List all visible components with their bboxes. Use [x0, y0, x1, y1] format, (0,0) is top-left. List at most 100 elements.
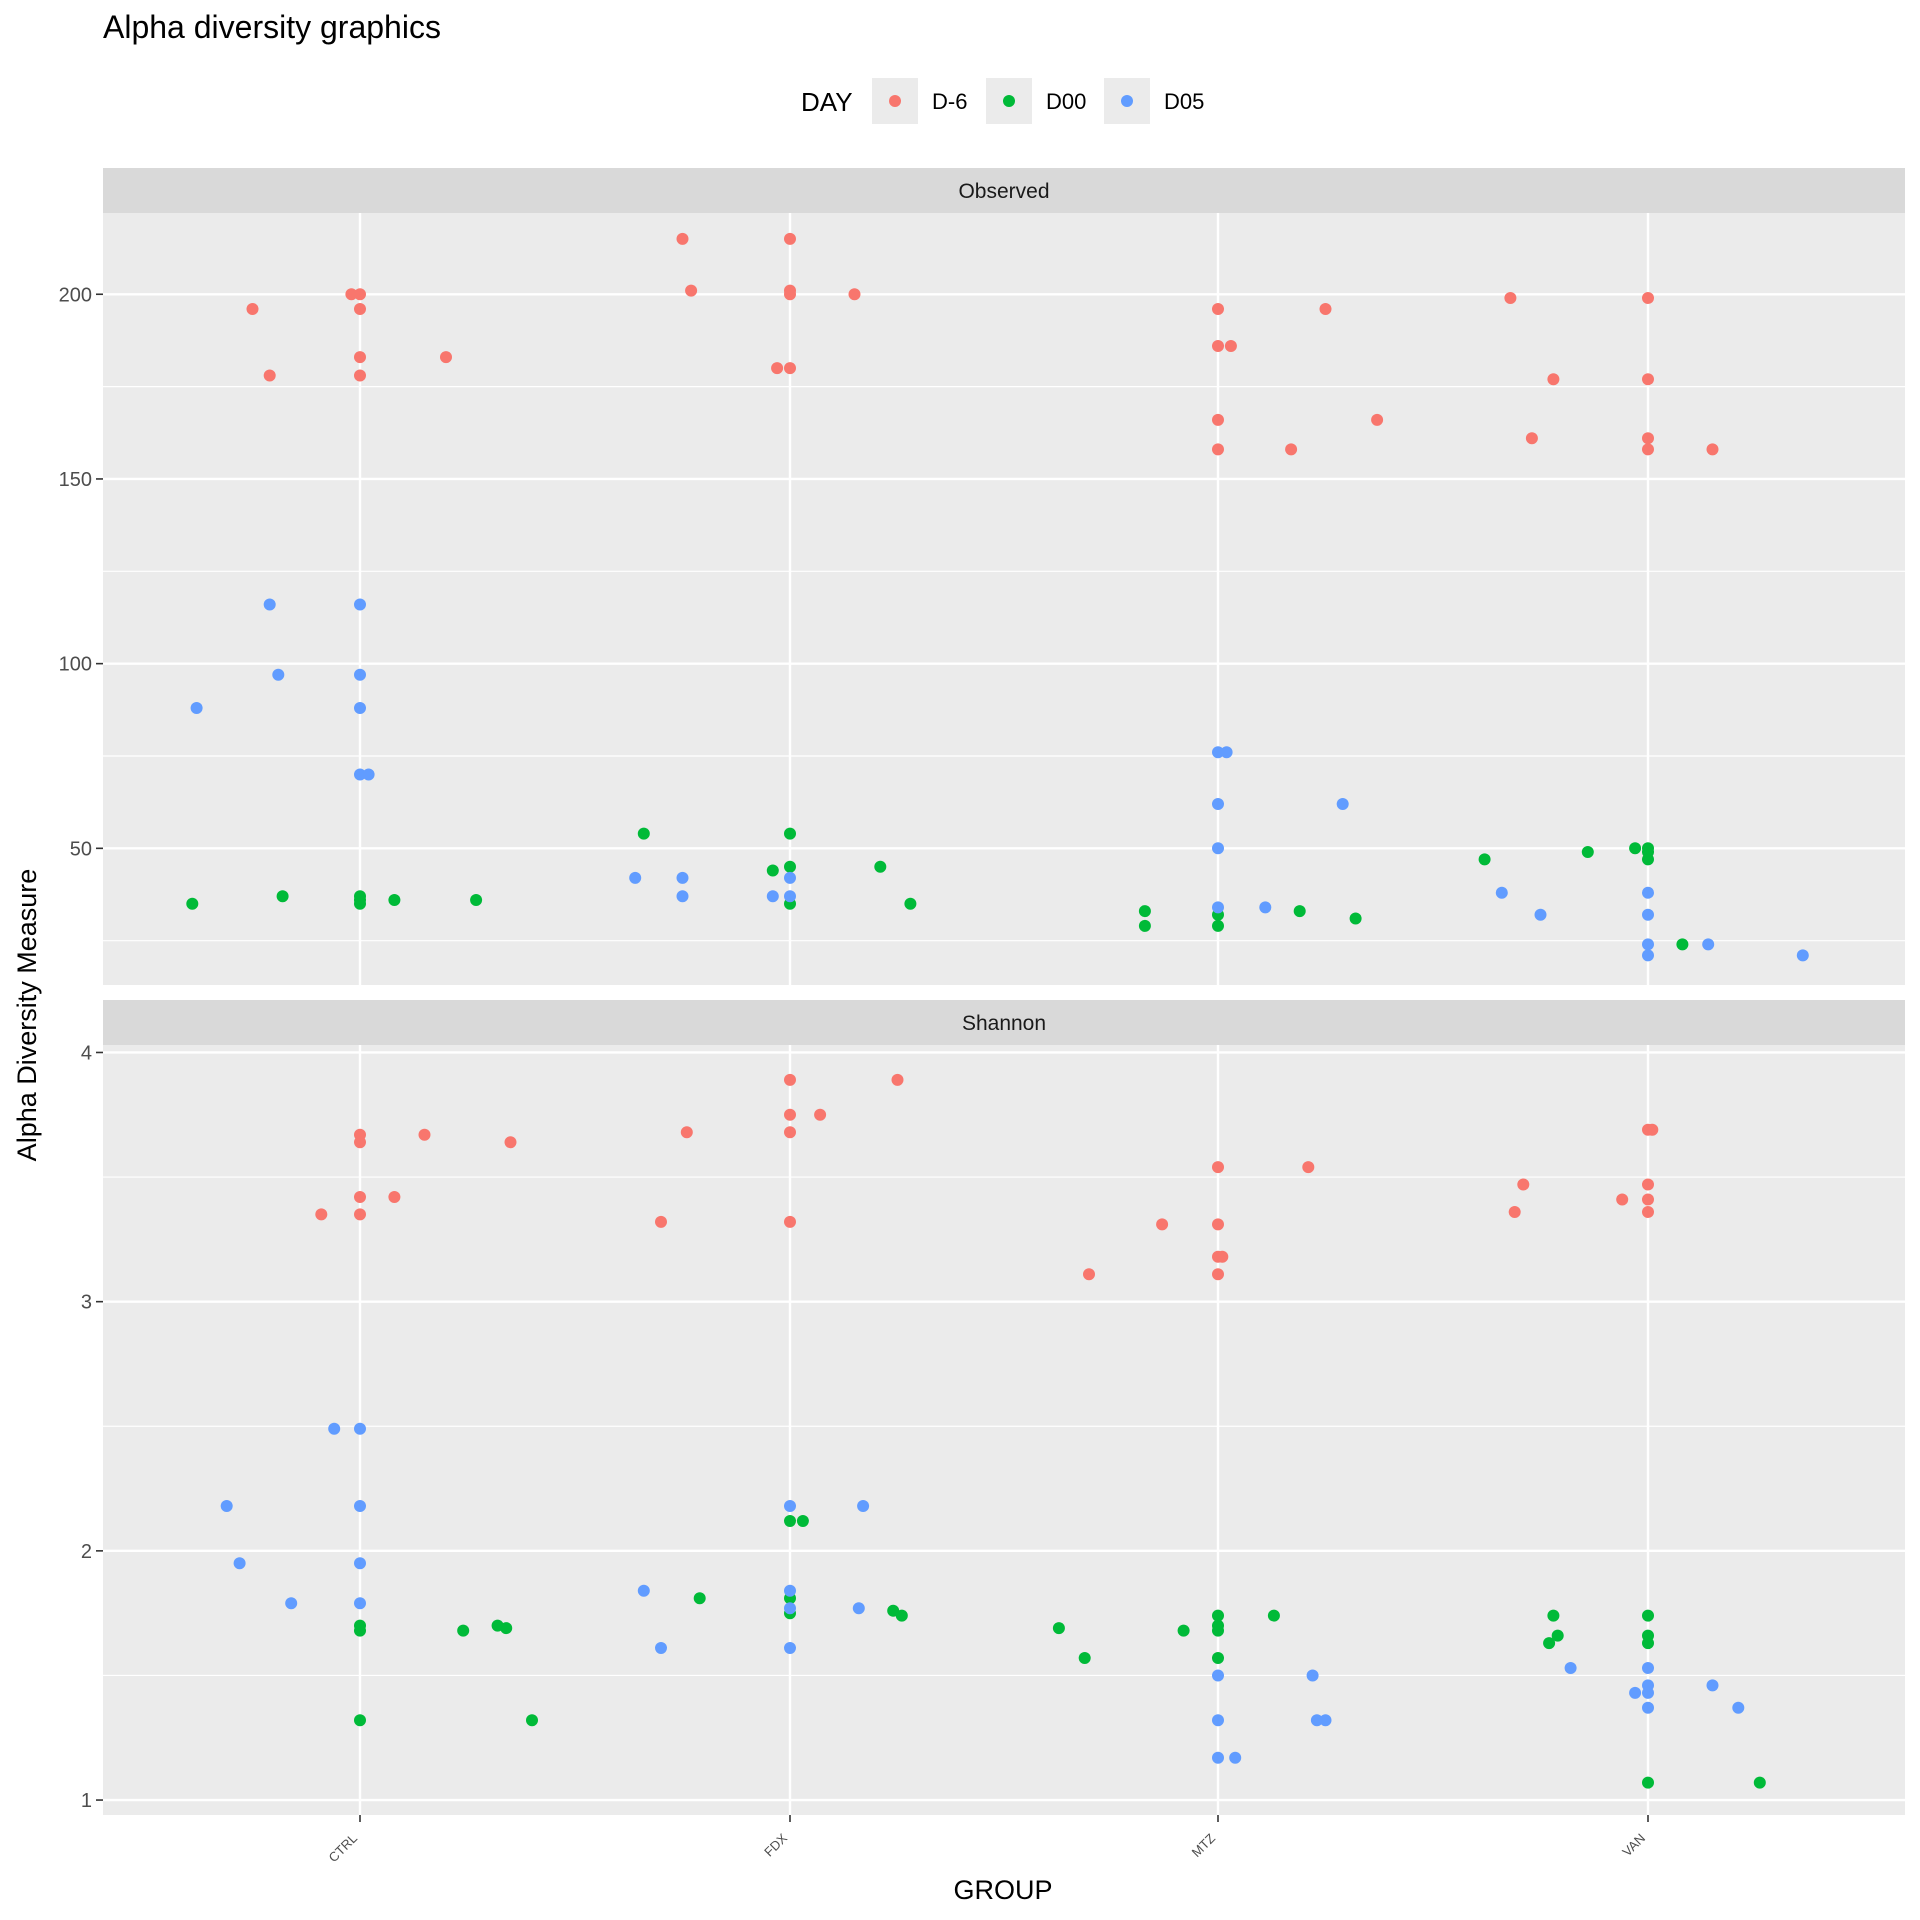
data-point: [1504, 292, 1517, 304]
data-point: [1319, 1714, 1332, 1727]
data-point: [1212, 1609, 1224, 1622]
data-point: [1642, 1701, 1654, 1714]
data-point: [676, 232, 689, 245]
data-point: [1646, 1123, 1659, 1136]
chart-title: Alpha diversity graphics: [103, 9, 441, 45]
data-point: [1642, 292, 1654, 304]
data-point: [1302, 1161, 1315, 1174]
data-point: [637, 1584, 650, 1597]
data-point: [1706, 443, 1719, 456]
data-point: [895, 1609, 908, 1622]
data-point: [1212, 901, 1224, 914]
data-point: [766, 864, 779, 877]
data-point: [874, 860, 887, 873]
data-point: [1212, 746, 1224, 759]
data-point: [1517, 1178, 1530, 1191]
y-tick-label: 150: [59, 469, 92, 491]
legend-label-d-6: D-6: [932, 89, 967, 114]
data-point: [1212, 1714, 1224, 1727]
data-point: [1371, 413, 1384, 426]
data-point: [1052, 1622, 1065, 1635]
data-point: [354, 598, 366, 611]
panel-background-shannon: [103, 1045, 1905, 1815]
data-point: [784, 860, 796, 873]
data-point: [857, 1500, 870, 1512]
data-point: [1525, 432, 1538, 445]
data-point: [1212, 798, 1224, 810]
data-point: [354, 1714, 366, 1727]
data-point: [1293, 905, 1306, 918]
data-point: [500, 1622, 513, 1635]
data-point: [1642, 908, 1654, 921]
data-point: [1349, 912, 1362, 925]
data-point: [784, 1215, 796, 1228]
data-point: [1078, 1652, 1091, 1664]
data-point: [1642, 938, 1654, 951]
legend-dot-d00: [1003, 95, 1015, 107]
series-d00-observed: [186, 827, 1689, 951]
y-tick-label: 1: [81, 1790, 92, 1812]
data-point: [904, 897, 917, 910]
data-point: [354, 1208, 366, 1221]
data-point: [693, 1592, 706, 1605]
strip-label-shannon: Shannon: [962, 1012, 1046, 1035]
data-point: [1642, 853, 1654, 866]
data-point: [1495, 886, 1508, 899]
data-point: [784, 288, 796, 301]
data-point: [1212, 413, 1224, 426]
data-point: [1547, 1609, 1560, 1622]
data-point: [1543, 1637, 1556, 1650]
data-point: [1642, 1609, 1654, 1622]
data-point: [676, 871, 689, 884]
series-d-6-shannon: [315, 1073, 1659, 1281]
data-point: [1212, 443, 1224, 456]
data-point: [784, 1073, 796, 1086]
data-point: [784, 871, 796, 884]
data-point: [784, 1642, 796, 1654]
data-point: [1478, 853, 1491, 866]
panel-background-observed: [103, 213, 1905, 985]
data-point: [1220, 746, 1233, 759]
series-d05-observed: [190, 598, 1809, 962]
data-point: [784, 1584, 796, 1597]
data-point: [272, 668, 285, 681]
data-point: [1212, 1669, 1224, 1682]
data-point: [1642, 886, 1654, 899]
data-point: [1642, 1178, 1654, 1191]
data-point: [1212, 1652, 1224, 1664]
data-point: [526, 1714, 538, 1727]
data-point: [263, 598, 276, 611]
data-point: [1642, 1193, 1654, 1206]
x-axis: CTRL FDX MTZ VAN: [326, 1815, 1649, 1865]
data-point: [1310, 1714, 1323, 1727]
data-point: [1083, 1268, 1095, 1281]
data-point: [637, 827, 650, 840]
data-point: [315, 1208, 328, 1221]
data-point: [345, 288, 358, 301]
data-point: [285, 1597, 298, 1610]
data-point: [685, 284, 698, 297]
data-point: [1551, 1629, 1564, 1642]
data-point: [1216, 1250, 1229, 1263]
data-point: [276, 890, 289, 903]
x-tick-label-mtz: MTZ: [1189, 1830, 1219, 1860]
legend-dot-d-6: [889, 95, 901, 107]
legend-title: DAY: [801, 87, 853, 117]
strip-observed: [103, 168, 1905, 213]
data-point: [848, 288, 861, 301]
data-point: [1229, 1751, 1242, 1764]
data-point: [784, 1108, 796, 1121]
data-point: [457, 1624, 470, 1637]
data-point: [1336, 798, 1349, 810]
data-point: [1642, 1662, 1654, 1674]
x-tick-label-van: VAN: [1619, 1831, 1648, 1860]
data-point: [1642, 949, 1654, 962]
data-point: [784, 1515, 796, 1527]
data-point: [1534, 908, 1547, 921]
data-point: [655, 1642, 667, 1654]
data-point: [354, 1191, 366, 1203]
data-point: [784, 232, 796, 245]
data-point: [1212, 1161, 1224, 1174]
data-point: [1212, 1218, 1224, 1231]
legend-dot-d05: [1121, 95, 1133, 107]
